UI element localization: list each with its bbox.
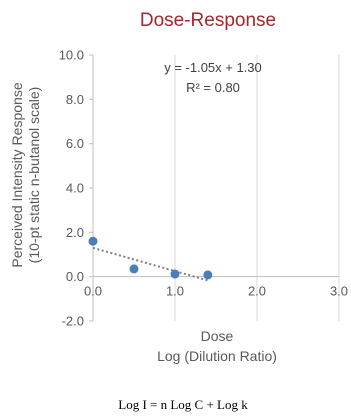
y-tick-label-2: 2.0 [66, 225, 84, 240]
data-point-0-2 [170, 269, 180, 279]
y-tick-label-5: 8.0 [66, 92, 84, 107]
trendline-equation: y = -1.05x + 1.30 [164, 60, 262, 75]
x-tick-label-0: 0.0 [84, 284, 102, 299]
x-axis-title-line1: Dose [201, 328, 234, 344]
x-tick-label-3: 3.0 [330, 284, 348, 299]
x-axis-title-line2: Log (Dilution Ratio) [157, 348, 277, 364]
data-points [88, 236, 213, 280]
footer-formula: Log I = n Log C + Log k [118, 397, 248, 412]
data-point-0-3 [203, 270, 213, 280]
data-point-0-1 [129, 264, 139, 274]
chart-title: Dose-Response [140, 10, 276, 31]
y-tick-label-6: 10.0 [59, 48, 84, 63]
tick-labels: 0.0 1.0 2.0 3.0-2.00.02.04.06.08.010.0 [59, 48, 348, 329]
y-tick-label-3: 4.0 [66, 181, 84, 196]
x-tick-label-2: 2.0 [248, 284, 266, 299]
r-squared-label: R² = 0.80 [186, 80, 240, 95]
data-point-0-0 [88, 236, 98, 246]
trendline [92, 246, 209, 282]
y-axis-title-line1: Perceived Intensity Response [9, 82, 25, 267]
y-tick-label-4: 6.0 [66, 136, 84, 151]
x-tick-label-1: 1.0 [166, 284, 184, 299]
y-tick-label-1: 0.0 [66, 269, 84, 284]
y-tick-label-0: -2.0 [62, 314, 84, 329]
y-axis-title: Perceived Intensity Response (10-pt stat… [9, 82, 42, 267]
trendline-group [92, 246, 209, 282]
y-axis-title-line2: (10-pt static n-butanol scale) [26, 87, 42, 264]
chart-axes [89, 54, 339, 322]
